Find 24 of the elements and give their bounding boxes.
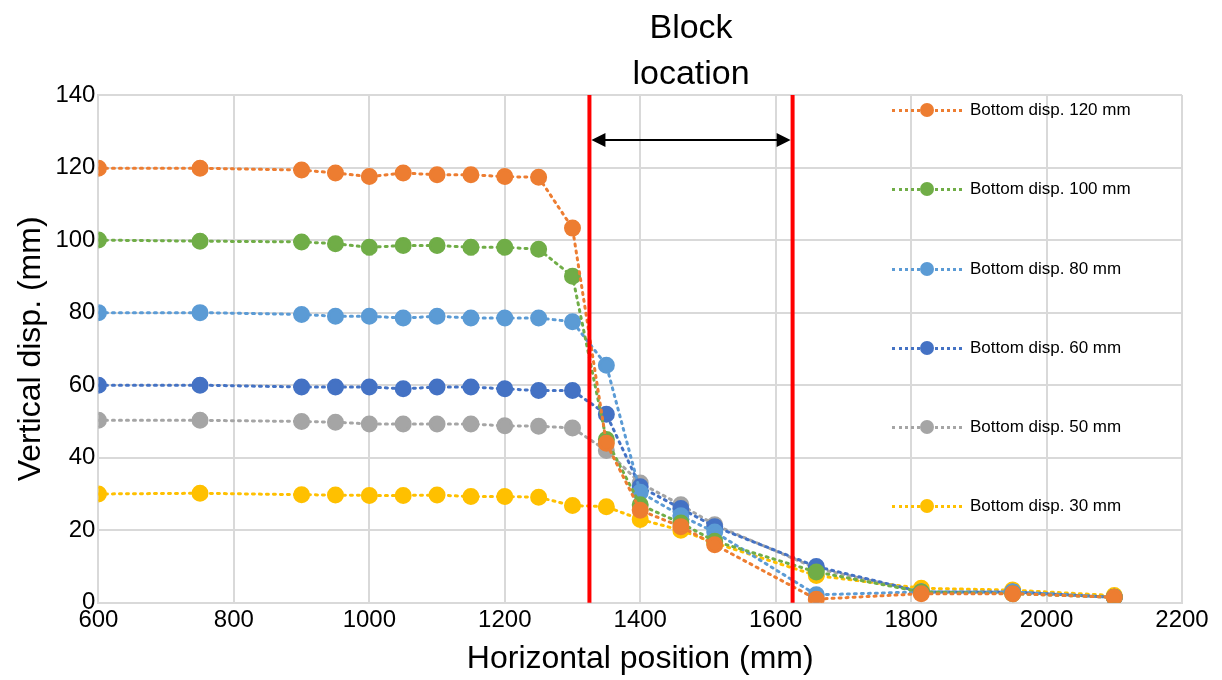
x-tick-label: 1600 <box>748 604 803 632</box>
legend-label: Bottom disp. 60 mm <box>970 337 1122 358</box>
y-tick-label: 60 <box>68 369 96 397</box>
y-axis-title: Vertical disp. (mm) <box>11 216 48 482</box>
x-tick-label: 1800 <box>884 604 938 632</box>
y-tick-label: 80 <box>68 297 96 325</box>
legend-label: Bottom disp. 100 mm <box>970 179 1131 200</box>
x-tick-label: 1200 <box>478 604 532 632</box>
legend-label: Bottom disp. 120 mm <box>970 100 1131 120</box>
x-tick-label: 1400 <box>613 604 667 632</box>
y-tick-label: 100 <box>55 224 96 252</box>
x-tick-label: 2000 <box>1019 604 1074 632</box>
legend-label: Bottom disp. 30 mm <box>970 496 1122 517</box>
x-tick-label: 2200 <box>1155 604 1209 632</box>
y-tick-label: 120 <box>55 152 96 180</box>
x-axis-title: Horizontal position (mm) <box>466 638 814 675</box>
y-tick-label: 20 <box>68 514 96 542</box>
y-tick-label: 140 <box>55 79 96 107</box>
x-tick-label: 1000 <box>342 604 397 632</box>
legend-label: Bottom disp. 50 mm <box>970 417 1122 438</box>
y-tick-label: 40 <box>68 442 96 470</box>
text: Block location <box>632 7 750 91</box>
legend-label: Bottom disp. 80 mm <box>970 258 1122 279</box>
x-tick-label: 800 <box>213 604 254 632</box>
